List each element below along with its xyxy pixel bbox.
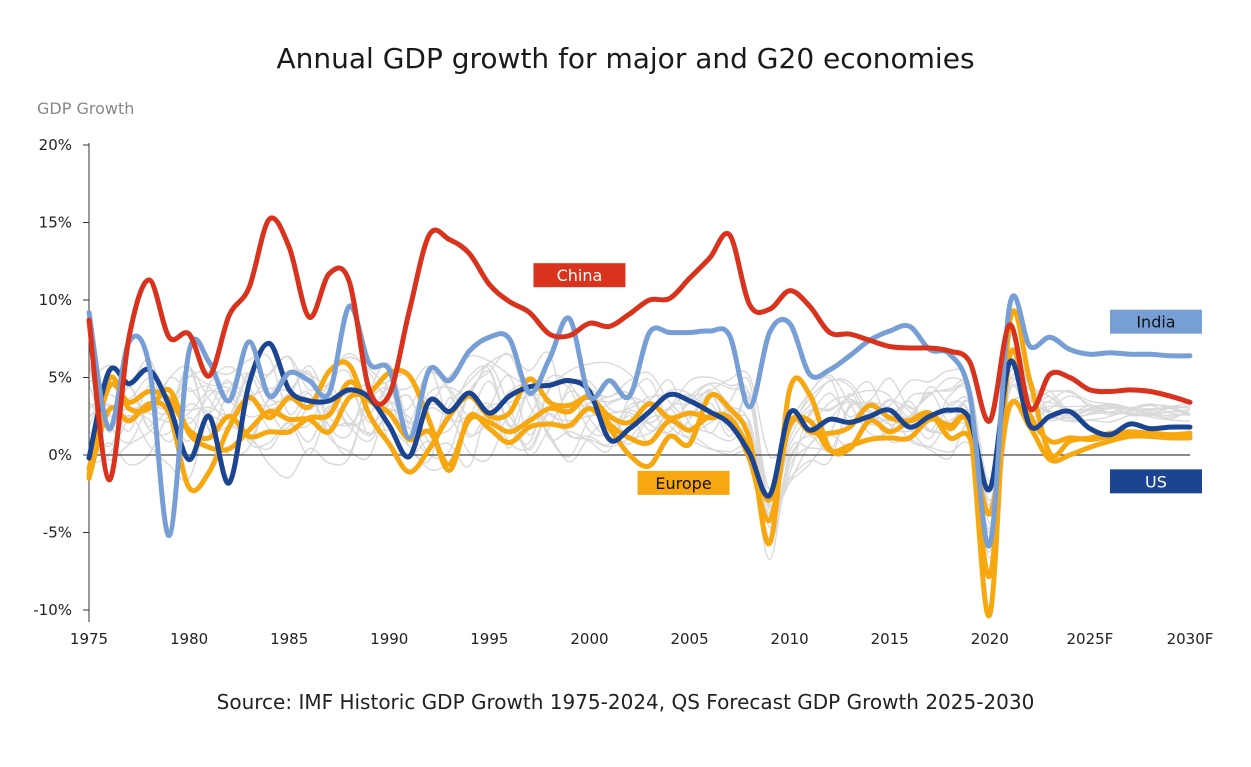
x-tick-label: 1985	[270, 630, 308, 648]
label-us: US	[1109, 469, 1202, 494]
y-tick-label: 20%	[39, 136, 72, 154]
y-tick-label: -10%	[33, 601, 72, 619]
x-tick-label: 2005	[670, 630, 708, 648]
label-europe: Europe	[637, 470, 730, 495]
x-ticks: 1975 1980 1985 1990 1995 2000 2005 2010 2015 2020…	[70, 630, 1214, 648]
label-india: India	[1109, 309, 1202, 334]
label-china: China	[533, 263, 626, 288]
label-text: India	[1136, 313, 1175, 332]
x-tick-label: 2000	[570, 630, 608, 648]
x-tick-label: 1980	[170, 630, 208, 648]
y-tick-label: 5%	[48, 369, 72, 387]
label-text: China	[557, 266, 603, 285]
label-box	[1109, 309, 1202, 334]
label-box	[637, 470, 730, 495]
x-tick-label: 2030F	[1167, 630, 1214, 648]
series-line-india	[86, 293, 1193, 549]
y-ticks: 20% 15% 10% 5% 0% -5% -10%	[33, 136, 89, 619]
label-text: US	[1145, 472, 1167, 491]
x-tick-label: 1975	[70, 630, 108, 648]
y-axis-label: GDP Growth	[37, 99, 135, 118]
chart-source: Source: IMF Historic GDP Growth 1975-202…	[216, 690, 1035, 714]
y-tick-label: -5%	[43, 524, 72, 542]
y-tick-label: 0%	[48, 446, 72, 464]
label-box	[1109, 469, 1202, 494]
x-tick-label: 2015	[871, 630, 909, 648]
series-line-us	[86, 340, 1193, 499]
x-tick-label: 1995	[470, 630, 508, 648]
y-tick-label: 10%	[39, 291, 72, 309]
label-box	[533, 263, 626, 288]
x-tick-label: 2010	[771, 630, 809, 648]
x-tick-label: 1990	[370, 630, 408, 648]
highlight-series-group	[86, 215, 1193, 619]
series-labels: China India Europe US	[533, 263, 1202, 495]
series-line-china	[86, 215, 1193, 483]
x-tick-label: 2025F	[1067, 630, 1114, 648]
label-text: Europe	[655, 474, 711, 493]
x-tick-label: 2020	[971, 630, 1009, 648]
chart-title: Annual GDP growth for major and G20 econ…	[276, 42, 975, 75]
y-tick-label: 15%	[39, 214, 72, 232]
